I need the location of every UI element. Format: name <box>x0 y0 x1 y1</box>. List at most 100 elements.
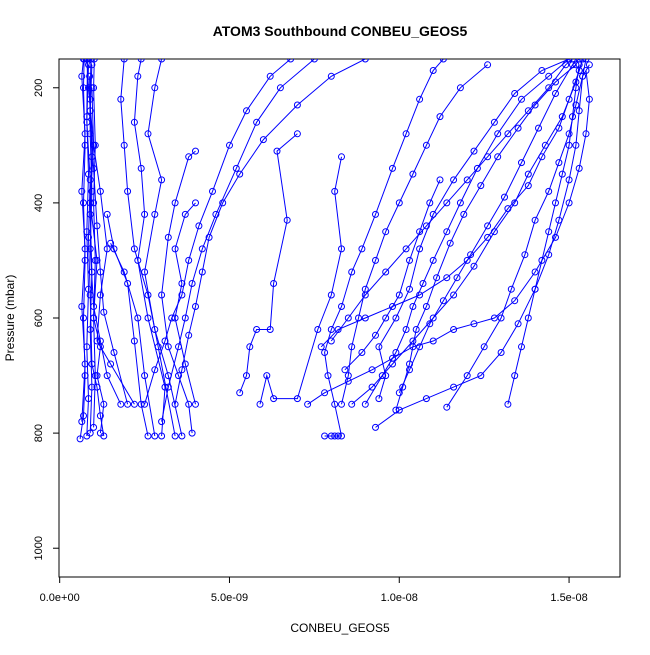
data-point <box>338 303 345 310</box>
data-point <box>399 383 407 391</box>
data-point <box>585 95 593 103</box>
data-point <box>78 72 86 80</box>
data-point <box>144 130 152 138</box>
x-tick-label: 0.0e+00 <box>40 592 80 604</box>
series-line <box>133 59 166 437</box>
series-14 <box>141 59 186 440</box>
data-point <box>130 118 138 126</box>
series-24 <box>395 59 583 397</box>
data-point <box>86 72 94 80</box>
series-line <box>81 59 86 422</box>
data-point <box>256 400 264 408</box>
data-point <box>232 164 240 172</box>
data-point <box>141 372 149 380</box>
data-point <box>81 130 89 138</box>
data-point <box>151 210 159 218</box>
data-point <box>439 59 447 63</box>
data-point <box>446 239 454 247</box>
data-point <box>344 314 352 322</box>
data-point <box>382 268 390 276</box>
data-point <box>198 268 206 276</box>
series-line <box>395 64 577 411</box>
data-point <box>192 147 199 155</box>
data-point <box>120 268 128 276</box>
data-point <box>314 326 322 333</box>
data-point <box>88 61 96 69</box>
data-point <box>327 72 335 80</box>
data-point <box>504 400 512 408</box>
data-point <box>243 372 250 380</box>
data-point <box>198 245 206 253</box>
series-line <box>174 202 196 405</box>
data-point <box>327 291 335 299</box>
data-point <box>78 303 86 310</box>
data-point <box>361 59 369 63</box>
data-point <box>137 59 145 63</box>
data-point <box>579 59 587 63</box>
data-point <box>236 170 244 178</box>
data-point <box>389 303 396 310</box>
data-point <box>572 101 580 109</box>
data-point <box>338 400 345 408</box>
data-point <box>494 130 502 138</box>
data-point <box>456 199 464 207</box>
data-point <box>565 95 573 103</box>
data-point <box>450 176 458 184</box>
data-point <box>545 84 553 92</box>
data-point <box>372 331 379 339</box>
data-point <box>158 176 166 184</box>
data-point <box>80 199 87 207</box>
data-point <box>426 199 434 207</box>
data-point <box>88 360 96 368</box>
data-point <box>361 314 369 322</box>
data-point <box>572 84 580 92</box>
data-point <box>490 314 498 322</box>
data-point <box>477 182 485 190</box>
series-17 <box>141 59 295 408</box>
data-point <box>484 222 492 230</box>
data-point <box>175 343 182 351</box>
data-point <box>185 256 193 264</box>
data-point <box>518 343 525 351</box>
series-line <box>341 64 488 405</box>
data-point <box>416 228 424 236</box>
data-point <box>507 285 515 293</box>
data-point <box>134 314 142 322</box>
series-line <box>259 156 343 405</box>
data-point <box>117 95 125 103</box>
data-point <box>511 297 519 305</box>
data-point <box>429 314 437 322</box>
data-point <box>538 256 546 264</box>
data-point <box>78 187 86 195</box>
data-point <box>130 400 138 408</box>
data-point <box>355 314 362 322</box>
data-point <box>86 429 94 437</box>
data-point <box>480 343 488 351</box>
data-point <box>511 90 519 97</box>
data-point <box>372 210 379 218</box>
series-line <box>507 64 580 405</box>
data-point <box>293 101 301 109</box>
data-point <box>85 233 92 241</box>
data-point <box>192 199 199 207</box>
data-point <box>416 291 424 299</box>
data-point <box>266 72 274 80</box>
data-point <box>443 274 451 282</box>
data-point <box>552 199 559 207</box>
series-6 <box>83 61 108 440</box>
series-line <box>86 59 105 434</box>
data-point <box>504 130 512 138</box>
data-point <box>90 303 98 310</box>
data-point <box>531 101 539 109</box>
series-35 <box>504 61 583 408</box>
data-point <box>76 435 84 443</box>
data-point <box>331 432 339 440</box>
data-point <box>419 280 427 287</box>
data-point <box>348 400 356 408</box>
data-point <box>209 187 216 195</box>
data-point <box>372 423 379 431</box>
series-9 <box>88 84 138 408</box>
series-22 <box>321 59 447 440</box>
